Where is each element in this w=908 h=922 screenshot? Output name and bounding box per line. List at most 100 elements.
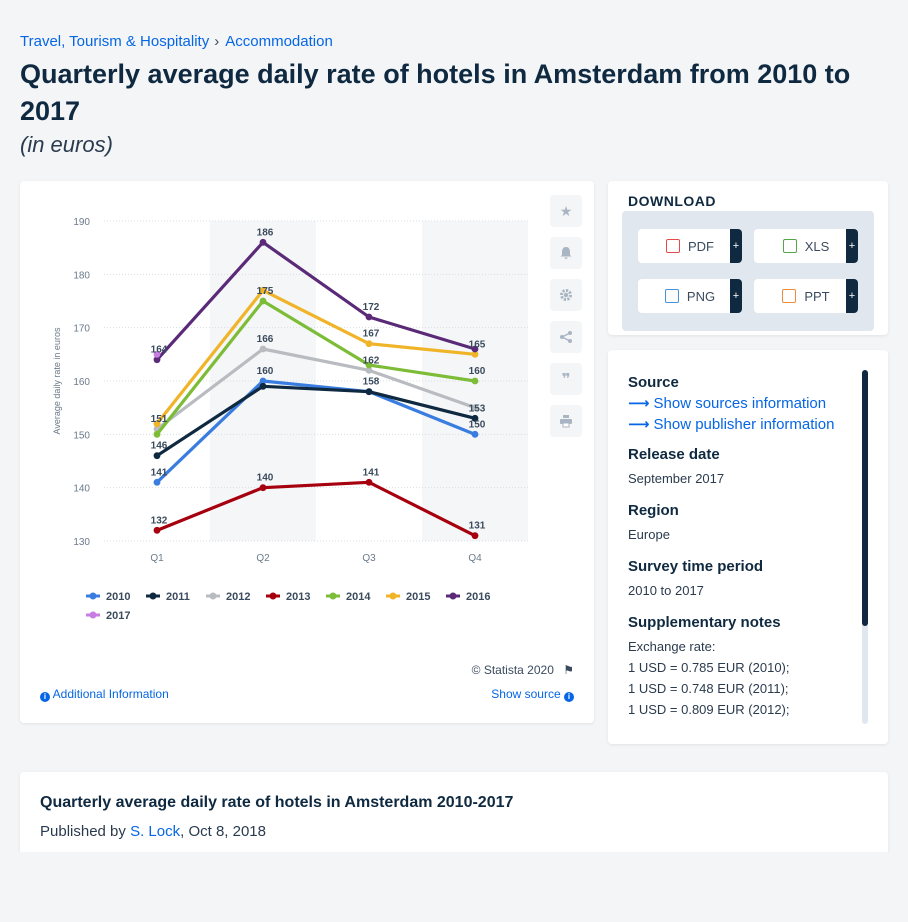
data-point-2010[interactable] [153,478,161,486]
data-point-2011[interactable] [259,382,267,390]
show-sources-link[interactable]: ⟶ Show sources information [628,394,868,412]
show-source-link[interactable]: Show source i [491,687,574,702]
data-point-2015[interactable] [153,420,161,428]
data-point-2010[interactable] [471,430,479,438]
legend-item-2012[interactable]: 2012 [206,591,250,603]
download-options: PDF + XLS + PNG + PPT + [622,211,874,331]
x-tick-label: Q1 [150,553,164,564]
flag-icon[interactable]: ⚑ [563,663,574,677]
copyright-label: © Statista 2020 [471,663,554,677]
data-point-2013[interactable] [365,478,373,486]
data-point-2012[interactable] [471,404,479,412]
additional-information-link[interactable]: i Additional Information [40,687,169,702]
legend-swatch-dot [209,592,217,600]
data-label: 150 [469,419,486,430]
plus-icon[interactable]: + [846,279,858,313]
legend-item-2017[interactable]: 2017 [86,610,130,622]
data-point-2016[interactable] [471,345,479,353]
legend-label: 2016 [466,591,490,603]
download-png-button[interactable]: PNG + [638,279,742,313]
data-point-2011[interactable] [365,388,373,396]
data-point-2016[interactable] [153,356,161,364]
data-point-2011[interactable] [153,452,161,460]
x-tick-label: Q3 [362,553,376,564]
page-title: Quarterly average daily rate of hotels i… [20,59,851,126]
data-label: 131 [469,521,486,532]
download-ppt-button[interactable]: PPT + [754,279,858,313]
data-point-2012[interactable] [365,366,373,374]
breadcrumb-item-accommodation[interactable]: Accommodation [225,33,333,50]
data-point-2014[interactable] [365,361,373,369]
download-xls-button[interactable]: XLS + [754,229,858,263]
data-point-2012[interactable] [259,345,267,353]
statistic-info-card: Source ⟶ Show sources information ⟶ Show p… [608,350,888,744]
info-scrollbar[interactable] [862,370,868,724]
y-tick-label: 150 [73,430,90,441]
legend-item-2016[interactable]: 2016 [446,591,490,603]
plus-icon[interactable]: + [846,229,858,263]
chart-card: 130 140 150 160 170 180 190 Q1 Q2 Q3 Q4 Average dai… [20,181,594,723]
y-tick-label: 190 [73,217,90,228]
scrollbar-thumb[interactable] [862,370,868,626]
legend-item-2010[interactable]: 2010 [86,591,130,603]
share-icon[interactable] [550,321,582,353]
data-label: 186 [257,227,274,238]
data-point-2015[interactable] [471,350,479,358]
author-link[interactable]: S. Lock [130,823,181,840]
ppt-file-icon [782,289,797,303]
data-point-2016[interactable] [259,238,267,246]
info-icon: i [564,692,574,702]
legend-item-2015[interactable]: 2015 [386,591,430,603]
data-point-2015[interactable] [365,340,373,348]
copyright-text: © Statista 2020 ⚑ [472,663,574,677]
data-point-2013[interactable] [259,484,267,492]
x-tick-label: Q2 [256,553,270,564]
show-source-label: Show source [491,687,561,701]
chart-toolbar: ★ ❞ [550,195,582,447]
legend-label: 2012 [226,591,250,603]
legend-label: 2017 [106,610,130,622]
legend-item-2014[interactable]: 2014 [326,591,371,603]
legend-swatch-dot [329,592,337,600]
notification-bell-icon[interactable] [550,237,582,269]
data-point-2014[interactable] [153,430,161,438]
data-point-2014[interactable] [259,297,267,305]
data-point-2011[interactable] [471,414,479,422]
pdf-file-icon [666,239,680,253]
legend-swatch-dot [89,611,97,619]
data-point-2013[interactable] [471,532,479,540]
legend-item-2013[interactable]: 2013 [266,591,310,603]
data-label: 166 [257,334,274,345]
download-pdf-button[interactable]: PDF + [638,229,742,263]
description-card: Quarterly average daily rate of hotels i… [20,772,888,862]
legend-swatch-dot [89,592,97,600]
legend-swatch-dot [389,592,397,600]
data-point-2017[interactable] [153,350,161,358]
settings-gear-icon[interactable] [550,279,582,311]
release-date-value: September 2017 [628,471,725,486]
data-point-2016[interactable] [365,313,373,321]
citation-quote-icon[interactable]: ❞ [550,363,582,395]
release-date-heading: Release date [628,446,720,463]
data-label: 165 [469,339,486,350]
data-point-2013[interactable] [153,526,161,534]
supplementary-notes-heading: Supplementary notes [628,614,781,631]
favorite-star-icon[interactable]: ★ [550,195,582,227]
data-point-2015[interactable] [259,286,267,294]
download-title: DOWNLOAD [628,193,716,209]
y-tick-label: 160 [73,377,90,388]
data-point-2014[interactable] [471,377,479,385]
breadcrumb-item-travel[interactable]: Travel, Tourism & Hospitality [20,33,210,50]
data-point-2010[interactable] [259,377,267,385]
legend-item-2011[interactable]: 2011 [146,591,190,603]
print-icon[interactable] [550,405,582,437]
info-scroll-area[interactable]: Source ⟶ Show sources information ⟶ Show p… [628,370,868,730]
arrow-right-icon: ⟶ [628,395,650,412]
page-subtitle: (in euros) [20,132,113,157]
plus-icon[interactable]: + [730,279,742,313]
series-line-2010 [155,379,476,484]
plus-icon[interactable]: + [730,229,742,263]
show-publisher-label: Show publisher information [653,416,835,433]
data-label: 140 [257,473,274,484]
show-publisher-link[interactable]: ⟶ Show publisher information [628,415,868,433]
